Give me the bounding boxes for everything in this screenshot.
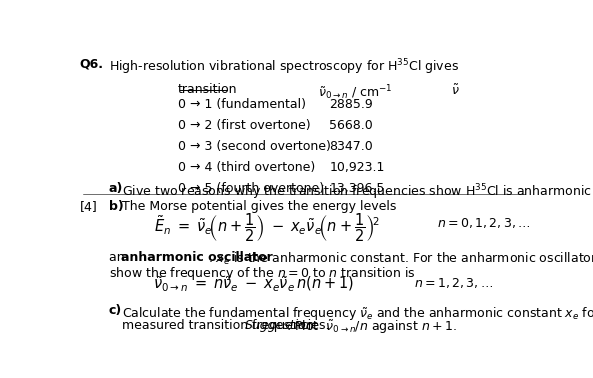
Text: $\tilde{E}_n \;=\; \tilde{\nu}_e\!\left(n+\dfrac{1}{2}\right) \;-\; x_e\tilde{\n: $\tilde{E}_n \;=\; \tilde{\nu}_e\!\left(… (154, 211, 380, 243)
Text: b): b) (109, 200, 123, 213)
Text: . $x_e$ is the anharmonic constant. For the anharmonic oscillator,: . $x_e$ is the anharmonic constant. For … (208, 251, 593, 266)
Text: 13,396.5: 13,396.5 (329, 181, 385, 195)
Text: 8347.0: 8347.0 (329, 139, 373, 153)
Text: [4]: [4] (79, 200, 97, 213)
Text: $n = 0, 1, 2, 3, \ldots$: $n = 0, 1, 2, 3, \ldots$ (437, 216, 531, 230)
Text: 2885.9: 2885.9 (329, 98, 373, 111)
Text: Suggestion: Suggestion (245, 319, 315, 332)
Text: a): a) (109, 182, 123, 195)
Text: 0 → 1 (fundamental): 0 → 1 (fundamental) (177, 98, 305, 111)
Text: Calculate the fundamental frequency $\tilde{\nu}_e$ and the anharmonic constant : Calculate the fundamental frequency $\ti… (122, 304, 593, 324)
Text: 0 → 5 (fourth overtone): 0 → 5 (fourth overtone) (177, 181, 324, 195)
Text: 0 → 2 (first overtone): 0 → 2 (first overtone) (177, 119, 310, 132)
Text: High-resolution vibrational spectroscopy for H$^{35}$Cl gives: High-resolution vibrational spectroscopy… (109, 57, 458, 77)
Text: Give two reasons why the transition frequencies show H$^{35}$Cl is anharmonic os: Give two reasons why the transition freq… (122, 182, 593, 202)
Text: measured transition frequencies.: measured transition frequencies. (122, 319, 334, 332)
Text: c): c) (109, 304, 122, 318)
Text: transition: transition (177, 83, 237, 96)
Text: show the frequency of the $n = 0$ to $n$ transition is: show the frequency of the $n = 0$ to $n$… (109, 265, 415, 282)
Text: 0 → 3 (second overtone): 0 → 3 (second overtone) (177, 139, 330, 153)
Text: 5668.0: 5668.0 (329, 119, 373, 132)
Text: $\tilde{\nu}$: $\tilde{\nu}$ (451, 83, 460, 98)
Text: : Plot  $\tilde{\nu}_{0\rightarrow n}/n$ against $n + 1$.: : Plot $\tilde{\nu}_{0\rightarrow n}/n$ … (285, 319, 457, 336)
Text: an: an (109, 251, 128, 263)
Text: The Morse potential gives the energy levels: The Morse potential gives the energy lev… (122, 200, 397, 213)
Text: Q6.: Q6. (79, 57, 104, 71)
Text: anharmonic oscillator: anharmonic oscillator (120, 251, 272, 263)
Text: $\tilde{\nu}_{0\rightarrow n} \;=\; n\tilde{\nu}_e \;-\; x_e\tilde{\nu}_e\, n(n+: $\tilde{\nu}_{0\rightarrow n} \;=\; n\ti… (153, 275, 354, 294)
Text: $n = 1, 2, 3, \ldots$: $n = 1, 2, 3, \ldots$ (414, 276, 493, 290)
Text: 10,923.1: 10,923.1 (329, 161, 385, 174)
Text: $\tilde{\nu}_{0\rightarrow n}$ / cm$^{-1}$: $\tilde{\nu}_{0\rightarrow n}$ / cm$^{-1… (318, 83, 393, 102)
Text: 0 → 4 (third overtone): 0 → 4 (third overtone) (177, 161, 315, 174)
